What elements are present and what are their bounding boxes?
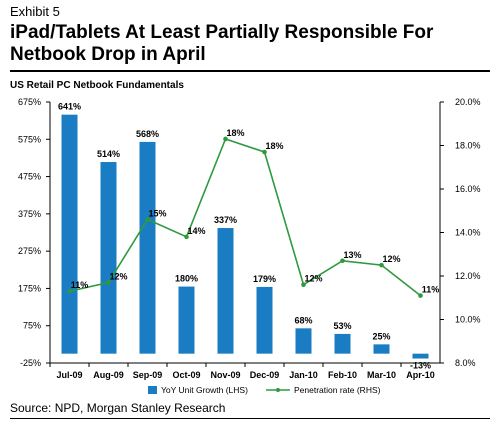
growth-bar bbox=[373, 344, 390, 354]
growth-bar-label: -13% bbox=[410, 361, 431, 371]
x-tick-label: Feb-10 bbox=[328, 370, 357, 380]
x-tick-label: Dec-09 bbox=[250, 370, 280, 380]
growth-bar-label: 180% bbox=[175, 274, 198, 284]
page-title: iPad/Tablets At Least Partially Responsi… bbox=[10, 22, 434, 65]
x-tick-label: Jan-10 bbox=[289, 370, 318, 380]
penetration-point bbox=[145, 217, 150, 222]
x-tick-label: Nov-09 bbox=[210, 370, 240, 380]
penetration-label: 12% bbox=[304, 274, 322, 284]
penetration-label: 12% bbox=[382, 254, 400, 264]
penetration-point bbox=[184, 234, 189, 240]
growth-bar-label: 68% bbox=[294, 315, 312, 325]
penetration-label: 11% bbox=[71, 280, 89, 290]
penetration-label: 18% bbox=[226, 128, 244, 138]
growth-bar bbox=[139, 141, 156, 354]
right-tick-label: 10.0% bbox=[455, 315, 481, 325]
right-tick-label: 14.0% bbox=[455, 228, 481, 238]
penetration-label: 14% bbox=[187, 226, 205, 236]
left-tick-label: -25% bbox=[20, 358, 41, 368]
growth-bar bbox=[412, 353, 429, 359]
exhibit-label: Exhibit 5 bbox=[10, 4, 60, 19]
left-tick-label: 75% bbox=[23, 321, 41, 331]
x-tick-label: Aug-09 bbox=[93, 370, 124, 380]
penetration-point bbox=[106, 280, 111, 285]
left-tick-label: 375% bbox=[18, 209, 41, 219]
source-note: Source: NPD, Morgan Stanley Research bbox=[10, 401, 226, 415]
right-tick-label: 8.0% bbox=[455, 358, 476, 368]
netbook-chart: -25% 75% 175% 275% 375% 475% 575% 675% 8.0% 10.0%… bbox=[18, 97, 481, 395]
x-tick-label: Sep-09 bbox=[133, 370, 163, 380]
bottom-divider bbox=[10, 418, 490, 419]
chart-subtitle: US Retail PC Netbook Fundamentals bbox=[10, 80, 184, 91]
penetration-label: 13% bbox=[343, 250, 361, 260]
x-tick-label: Jul-09 bbox=[56, 370, 82, 380]
penetration-label: 15% bbox=[148, 208, 166, 218]
growth-bar bbox=[256, 286, 273, 354]
left-tick-label: 675% bbox=[18, 97, 41, 107]
growth-bar-label: 568% bbox=[136, 129, 159, 139]
growth-bar-label: 25% bbox=[372, 331, 390, 341]
penetration-label: 18% bbox=[265, 141, 283, 151]
growth-bar-label: 641% bbox=[58, 102, 81, 112]
legend-line-marker bbox=[276, 388, 280, 392]
penetration-point bbox=[418, 293, 423, 298]
penetration-point bbox=[301, 282, 306, 287]
growth-bar bbox=[100, 162, 117, 354]
legend-bar-swatch bbox=[148, 386, 157, 394]
right-tick-label: 20.0% bbox=[455, 97, 481, 107]
penetration-label: 12% bbox=[109, 272, 127, 282]
penetration-point bbox=[262, 149, 267, 155]
growth-bar bbox=[217, 228, 234, 354]
growth-bar bbox=[334, 333, 351, 354]
x-tick-label: Apr-10 bbox=[406, 370, 435, 380]
x-tick-label: Mar-10 bbox=[367, 370, 396, 380]
growth-bar-label: 514% bbox=[97, 149, 120, 159]
x-tick-label: Oct-09 bbox=[172, 370, 200, 380]
penetration-label: 11% bbox=[422, 285, 440, 295]
growth-bar-label: 53% bbox=[333, 321, 351, 331]
legend-bar-label: YoY Unit Growth (LHS) bbox=[161, 385, 248, 395]
legend-line-label: Penetration rate (RHS) bbox=[294, 385, 381, 395]
right-tick-label: 16.0% bbox=[455, 184, 481, 194]
penetration-line bbox=[69, 137, 421, 297]
penetration-point bbox=[340, 258, 345, 264]
growth-bar bbox=[61, 114, 78, 354]
penetration-point bbox=[379, 262, 384, 268]
title-divider bbox=[10, 70, 490, 72]
growth-bar bbox=[295, 328, 312, 354]
right-tick-label: 12.0% bbox=[455, 271, 481, 281]
growth-bar-label: 179% bbox=[253, 274, 276, 284]
right-tick-label: 18.0% bbox=[455, 141, 481, 151]
left-tick-label: 175% bbox=[18, 283, 41, 293]
growth-bar-label: 337% bbox=[214, 215, 237, 225]
left-tick-label: 575% bbox=[18, 134, 41, 144]
left-tick-label: 475% bbox=[18, 172, 41, 182]
left-tick-label: 275% bbox=[18, 246, 41, 256]
penetration-point bbox=[223, 136, 228, 142]
growth-bar bbox=[178, 286, 195, 354]
penetration-point bbox=[67, 288, 72, 294]
